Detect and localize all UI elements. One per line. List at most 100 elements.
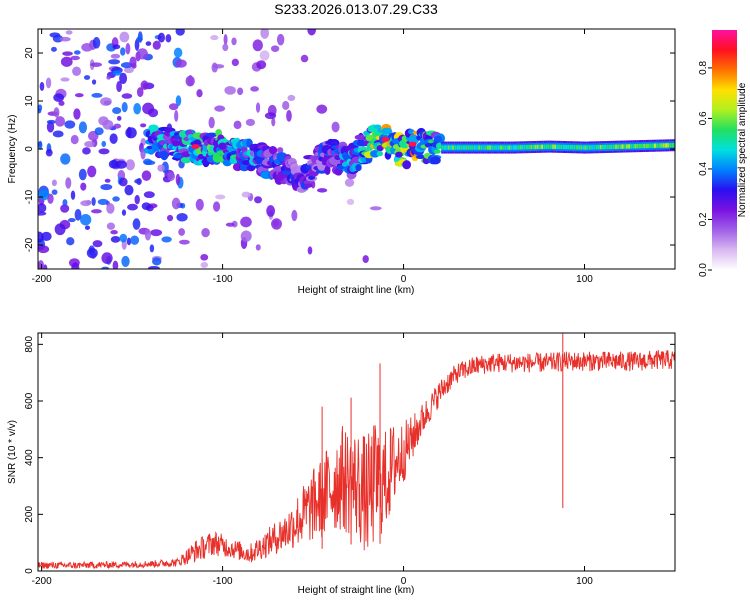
spectrogram-noise-blob <box>176 212 188 222</box>
spectrogram-band-core <box>591 145 594 150</box>
spectrogram-noise-blob <box>112 107 122 114</box>
spectrogram-ridge-blob <box>433 149 441 154</box>
spectrogram-noise-blob <box>91 79 97 85</box>
spectrogram-noise-blob <box>241 191 251 198</box>
snr-xtick-label: -200 <box>32 576 52 587</box>
spectrogram-noise-blob <box>38 211 47 216</box>
spectrogram-noise-blob <box>145 41 152 46</box>
spectrogram-band-core <box>643 143 646 149</box>
spectrogram-noise-blob <box>270 45 280 52</box>
figure-title: S233.2026.013.07.29.C33 <box>274 1 438 17</box>
spectrogram-band-core <box>454 145 457 150</box>
spectrogram-band-core <box>456 145 459 150</box>
spectrogram-band-core <box>595 145 598 150</box>
snr-ytick-label: 0 <box>24 568 35 574</box>
spectrogram-noise-blob <box>74 208 82 221</box>
spectrogram-noise-blob <box>272 219 279 227</box>
spectrogram-noise-blob <box>38 245 50 254</box>
spectrogram-noise-blob <box>38 203 47 213</box>
spectrogram-band-core <box>558 144 561 150</box>
spectrogram-band-core <box>667 143 670 148</box>
spectrogram-band-core <box>473 145 476 150</box>
spectrogram-band-core <box>475 145 479 150</box>
spectrogram-noise-blob <box>108 159 119 169</box>
spectrogram-noise-blob <box>60 204 70 213</box>
spectrogram-noise-blob <box>133 102 142 115</box>
spectrogram-noise-blob <box>316 104 328 114</box>
spectrogram-noise-blob <box>250 86 259 92</box>
spectrogram-noise-blob <box>141 170 152 181</box>
spectrogram-xtick-label: -100 <box>213 274 233 285</box>
spectrogram-noise-blob <box>157 164 165 172</box>
spectrogram-band-core <box>541 144 544 149</box>
spectrogram-noise-blob <box>174 110 179 122</box>
snr-xtick-label: -100 <box>213 576 233 587</box>
spectrogram-noise-blob <box>210 34 219 41</box>
spectrogram-noise-blob <box>187 74 193 87</box>
spectrogram-noise-blob <box>175 59 187 68</box>
spectrogram-noise-blob <box>152 257 162 266</box>
spectrogram-noise-blob <box>224 86 236 95</box>
spectrogram-noise-blob <box>51 46 57 52</box>
spectrogram-noise-blob <box>179 239 190 245</box>
spectrogram-band-core <box>582 145 585 150</box>
spectrogram-noise-blob <box>101 266 110 269</box>
spectrogram-band-core <box>536 144 539 150</box>
spectrogram-noise-blob <box>70 55 80 61</box>
snr-xlabel: Height of straight line (km) <box>298 585 415 596</box>
spectrogram-band-core <box>449 145 453 150</box>
spectrogram-band-core <box>519 145 522 150</box>
spectrogram-noise-blob <box>123 66 134 74</box>
spectrogram-noise-blob <box>58 100 65 106</box>
spectrogram-ridge-blob <box>218 142 227 150</box>
spectrogram-band-core <box>604 144 607 150</box>
spectrogram-band-core <box>510 145 513 150</box>
spectrogram-noise-blob <box>282 100 290 111</box>
spectrogram-noise-blob <box>47 193 54 204</box>
spectrogram-noise-blob <box>276 33 285 46</box>
spectrogram-noise-blob <box>97 198 109 205</box>
spectrogram-noise-blob <box>215 194 226 200</box>
spectrogram-band-core <box>647 143 650 149</box>
spectrogram-noise-blob <box>271 117 276 127</box>
spectrogram-noise-blob <box>106 222 116 230</box>
spectrogram-noise-blob <box>64 120 76 129</box>
spectrogram-noise-blob <box>200 261 209 269</box>
spectrogram-noise-blob <box>80 182 87 191</box>
spectrogram-noise-blob <box>201 227 210 238</box>
spectrogram-noise-blob <box>84 225 90 230</box>
spectrogram-noise-blob <box>100 97 112 106</box>
spectrogram-band-core <box>662 143 665 148</box>
colorbar: 0.0 0.2 0.4 0.6 0.8 Normalized spectral ampl… <box>698 30 748 277</box>
spectrogram-band-core <box>564 144 568 150</box>
spectrogram-noise-blob <box>62 199 68 206</box>
spectrogram-noise-blob <box>66 237 75 246</box>
spectrogram-band-core <box>640 143 644 149</box>
spectrogram-noise-blob <box>317 188 328 193</box>
spectrogram-band-core <box>612 144 615 150</box>
spectrogram-noise-blob <box>60 153 71 165</box>
spectrogram-band-core <box>471 145 474 150</box>
spectrogram-noise-blob <box>208 116 215 129</box>
spectrogram-noise-blob <box>62 51 73 56</box>
spectrogram-noise-blob <box>260 29 270 39</box>
spectrogram-band-core <box>593 145 596 150</box>
spectrogram-ridge-blob <box>376 151 384 157</box>
colorbar-tick-label: 0.0 <box>698 263 709 277</box>
spectrogram-noise-blob <box>118 177 128 187</box>
spectrogram-noise-blob <box>39 81 45 91</box>
spectrogram-noise-blob <box>72 66 82 77</box>
spectrogram-band-core <box>638 143 642 149</box>
spectrogram-band-core <box>508 145 511 150</box>
spectrogram-noise-blob <box>65 177 72 189</box>
spectrogram-noise-blob <box>53 93 65 102</box>
spectrogram-noise-blob <box>67 217 76 223</box>
spectrogram-noise-blob <box>231 37 237 46</box>
snr-frame <box>37 332 676 572</box>
colorbar-ticks: 0.0 0.2 0.4 0.6 0.8 <box>698 61 712 277</box>
spectrogram-band-core <box>562 144 566 150</box>
spectrogram-noise-blob <box>168 103 179 111</box>
